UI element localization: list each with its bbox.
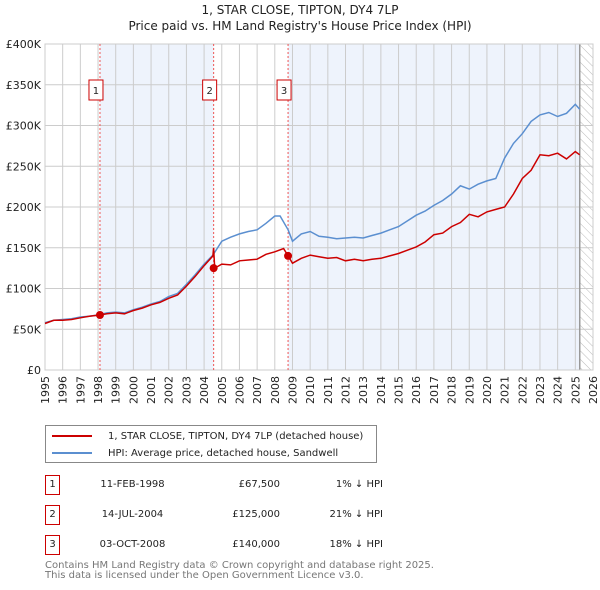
x-tick-label: 2012 — [340, 376, 353, 404]
sale-point — [209, 264, 218, 273]
plot-border — [44, 43, 594, 371]
x-tick-label: 2015 — [393, 376, 406, 404]
x-tick-label: 2014 — [375, 376, 388, 404]
sale-price: £67,500 — [238, 479, 280, 490]
sale-marker-number: 1 — [93, 86, 99, 97]
x-tick-label: 1998 — [92, 376, 105, 404]
sale-hpi-diff: 18% ↓ HPI — [329, 539, 383, 550]
x-tick-label: 2024 — [552, 376, 565, 404]
sale-date: 14-JUL-2004 — [101, 509, 164, 520]
sale-marker-number: 3 — [281, 86, 287, 97]
sale-marker-number: 2 — [206, 86, 212, 97]
x-tick-label: 2007 — [251, 376, 264, 404]
x-tick-label: 2020 — [481, 376, 494, 404]
sale-hpi-diff: 1% ↓ HPI — [335, 479, 383, 490]
x-tick-label: 2006 — [233, 376, 246, 404]
sale-marker-badge: 1 — [45, 475, 60, 495]
sale-point — [95, 310, 104, 319]
x-tick-label: 2013 — [357, 376, 370, 404]
property-price-line — [44, 150, 581, 325]
price-chart: £0 £50K £100K £150K £200K £250K £300K £350K £400… — [6, 38, 600, 404]
sale-date: 03-OCT-2008 — [99, 539, 166, 550]
x-tick-label: 2003 — [180, 376, 193, 404]
sale-marker-box — [202, 79, 218, 101]
x-tick-label: 2021 — [499, 376, 512, 404]
sale-point — [284, 251, 293, 260]
y-tick-label: £350K — [6, 79, 42, 92]
x-tick-label: 2018 — [446, 376, 459, 404]
x-tick-label: 2019 — [463, 376, 476, 404]
sale-row: 1 11-FEB-1998 £67,500 1% ↓ HPI — [45, 475, 383, 495]
x-tick-label: 2023 — [534, 376, 547, 404]
y-tick-label: £50K — [13, 323, 42, 336]
sale-marker-box — [276, 79, 292, 101]
x-tick-label: 2017 — [428, 376, 441, 404]
legend-label-property: 1, STAR CLOSE, TIPTON, DY4 7LP (detached… — [108, 430, 364, 442]
y-tick-label: £200K — [6, 201, 42, 214]
x-tick-label: 2005 — [216, 376, 229, 404]
sale-marker-label: 1 — [88, 79, 104, 101]
y-tick-label: £400K — [6, 38, 42, 51]
y-tick-label: £0 — [27, 364, 41, 377]
footer: Contains HM Land Registry data © Crown c… — [45, 561, 434, 581]
sale-hpi-diff: 21% ↓ HPI — [329, 509, 383, 520]
legend-label-hpi: HPI: Average price, detached house, Sand… — [108, 447, 339, 459]
x-tick-label: 1997 — [74, 376, 87, 404]
y-tick-label: £150K — [6, 242, 42, 255]
chart-subtitle: Price paid vs. HM Land Registry's House … — [128, 19, 472, 33]
x-tick-label: 2004 — [198, 376, 211, 404]
sale-marker-label: 3 — [276, 79, 292, 101]
sale-date: 11-FEB-1998 — [100, 479, 165, 490]
x-tick-label: 1999 — [110, 376, 123, 404]
x-tick-label: 2016 — [410, 376, 423, 404]
legend-item-hpi: HPI: Average price, detached house, Sand… — [46, 445, 338, 461]
x-tick-label: 1996 — [57, 376, 70, 404]
x-tick-label: 2000 — [127, 376, 140, 404]
sale-marker-label: 2 — [202, 79, 218, 101]
x-tick-label: 2009 — [286, 376, 299, 404]
hpi-line — [44, 103, 581, 324]
legend: 1, STAR CLOSE, TIPTON, DY4 7LP (detached… — [45, 425, 377, 463]
x-tick-label: 1995 — [39, 376, 52, 404]
x-tick-label: 2010 — [304, 376, 317, 404]
sale-marker-box — [88, 79, 104, 101]
x-tick-label: 2011 — [322, 376, 335, 404]
x-tick-label: 2008 — [269, 376, 282, 404]
x-tick-label: 2022 — [516, 376, 529, 404]
sale-price: £140,000 — [232, 539, 280, 550]
sale-marker-badge: 2 — [45, 505, 60, 525]
sale-marker-badge: 3 — [45, 535, 60, 555]
chart-title: 1, STAR CLOSE, TIPTON, DY4 7LP — [201, 3, 399, 17]
sale-row: 2 14-JUL-2004 £125,000 21% ↓ HPI — [45, 505, 383, 525]
legend-item-property: 1, STAR CLOSE, TIPTON, DY4 7LP (detached… — [46, 428, 363, 444]
footer-copyright: Contains HM Land Registry data © Crown c… — [45, 560, 434, 571]
sale-row: 3 03-OCT-2008 £140,000 18% ↓ HPI — [45, 535, 383, 555]
y-tick-label: £300K — [6, 120, 42, 133]
x-tick-label: 2026 — [587, 376, 600, 404]
legend-swatch-hpi — [52, 452, 92, 454]
sale-price: £125,000 — [232, 509, 280, 520]
legend-swatch-property — [52, 435, 92, 437]
y-tick-label: £100K — [6, 283, 42, 296]
x-tick-label: 2001 — [145, 376, 158, 404]
x-tick-label: 2025 — [569, 376, 582, 404]
y-tick-label: £250K — [6, 160, 42, 173]
footer-licence: This data is licensed under the Open Gov… — [45, 570, 364, 581]
x-tick-label: 2002 — [163, 376, 176, 404]
